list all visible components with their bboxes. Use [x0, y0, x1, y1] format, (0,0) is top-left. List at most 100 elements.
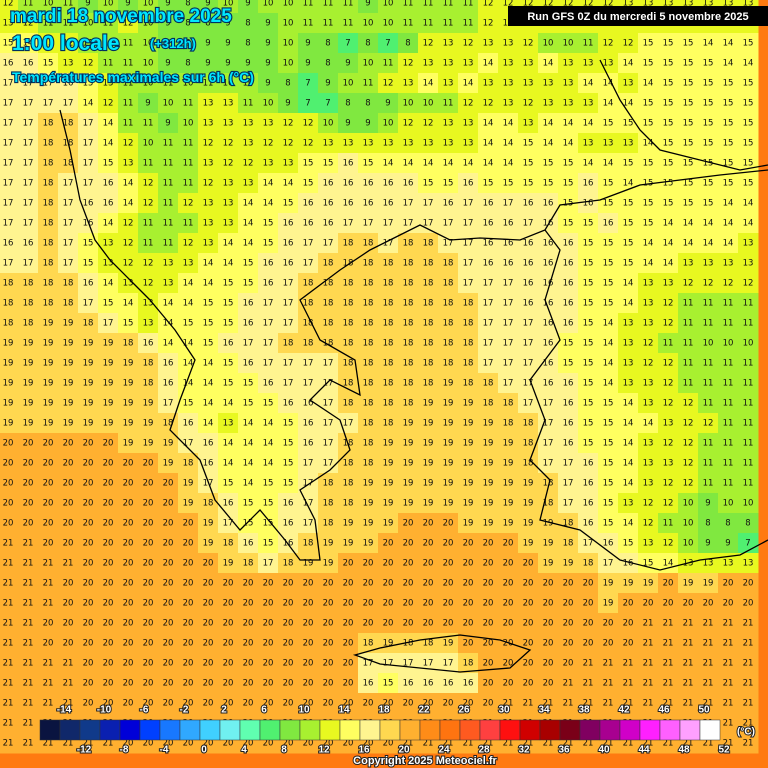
cell-value: 10 — [383, 119, 394, 129]
cell-value: 18 — [43, 219, 54, 229]
cell — [318, 413, 339, 434]
cell-value: 15 — [683, 79, 694, 89]
cell — [218, 353, 239, 374]
cell-value: 7 — [345, 39, 350, 49]
cell — [78, 333, 99, 354]
cell-value: 20 — [103, 539, 114, 549]
cell-value: 20 — [423, 619, 434, 629]
cell — [378, 353, 399, 374]
cell — [258, 333, 279, 354]
cell — [538, 33, 559, 54]
cell-value: 9 — [165, 59, 170, 69]
cell-value: 16 — [483, 239, 494, 249]
cell — [638, 233, 659, 254]
cell-value: 12 — [483, 19, 494, 29]
cell-value: 17 — [3, 199, 14, 209]
cell-value: 20 — [103, 559, 114, 569]
cell-value: 20 — [83, 599, 94, 609]
cell — [738, 373, 759, 394]
cell — [438, 413, 459, 434]
cell — [438, 213, 459, 234]
cell — [458, 93, 479, 114]
cell — [178, 113, 199, 134]
cell — [698, 73, 719, 94]
cell — [618, 93, 639, 114]
cell-value: 15 — [663, 79, 674, 89]
cell-value: 14 — [563, 139, 574, 149]
cell — [338, 193, 359, 214]
cell-value: 15 — [603, 299, 614, 309]
cell-value: 16 — [503, 259, 514, 269]
cell-value: 11 — [703, 399, 714, 409]
cell — [78, 273, 99, 294]
cell-value: 14 — [483, 159, 494, 169]
cell-value: 14 — [543, 139, 554, 149]
cell — [598, 93, 619, 114]
cell-value: 21 — [703, 659, 714, 669]
cell-value: 15 — [603, 259, 614, 269]
cell-value: 21 — [23, 699, 34, 709]
cell-value: 19 — [463, 439, 474, 449]
cell-value: 11 — [243, 99, 254, 109]
cell-value: 13 — [123, 159, 134, 169]
cell-value: 13 — [163, 279, 174, 289]
cell-value: 15 — [663, 39, 674, 49]
cell-value: 21 — [683, 619, 694, 629]
cell-value: 13 — [723, 559, 734, 569]
swatch — [139, 719, 161, 741]
cell — [498, 413, 519, 434]
swatch — [539, 719, 561, 741]
cell-value: 20 — [483, 679, 494, 689]
cell-value: 17 — [283, 299, 294, 309]
cell-value: 13 — [243, 139, 254, 149]
cell-value: 18 — [343, 359, 354, 369]
cell — [0, 113, 19, 134]
cell — [678, 193, 699, 214]
cell-value: 21 — [563, 699, 574, 709]
cell — [38, 333, 59, 354]
cell-value: 20 — [723, 599, 734, 609]
colorbar-label: 30 — [498, 705, 510, 716]
cell-value: 13 — [623, 319, 634, 329]
cell-value: 13 — [443, 39, 454, 49]
cell — [718, 273, 739, 294]
cell-value: 19 — [463, 499, 474, 509]
cell — [698, 253, 719, 274]
cell — [378, 93, 399, 114]
cell — [438, 113, 459, 134]
cell-value: 11 — [163, 179, 174, 189]
cell-value: 17 — [323, 359, 334, 369]
cell-value: 19 — [383, 459, 394, 469]
cell-value: 14 — [243, 479, 254, 489]
cell-value: 9 — [365, 0, 370, 9]
cell-value: 9 — [345, 59, 350, 69]
cell-value: 21 — [663, 679, 674, 689]
cell-value: 14 — [263, 179, 274, 189]
cell-value: 16 — [343, 159, 354, 169]
cell-value: 14 — [243, 199, 254, 209]
cell-value: 12 — [223, 139, 234, 149]
cell-value: 18 — [403, 339, 414, 349]
cell-value: 11 — [683, 339, 694, 349]
cell — [378, 113, 399, 134]
cell — [158, 33, 179, 54]
cell-value: 15 — [203, 299, 214, 309]
cell — [578, 373, 599, 394]
cell-value: 10 — [283, 19, 294, 29]
cell-value: 13 — [223, 199, 234, 209]
cell-value: 7 — [385, 39, 390, 49]
cell — [358, 433, 379, 454]
cell-value: 13 — [203, 219, 214, 229]
cell-value: 20 — [663, 599, 674, 609]
cell — [398, 273, 419, 294]
cell-value: 16 — [483, 259, 494, 269]
cell-value: 20 — [143, 559, 154, 569]
cell — [118, 433, 139, 454]
cell-value: 21 — [683, 699, 694, 709]
cell — [498, 73, 519, 94]
cell-value: 20 — [283, 699, 294, 709]
cell-value: 20 — [323, 639, 334, 649]
cell-value: 18 — [423, 239, 434, 249]
copyright: Copyright 2025 Meteociel.fr — [353, 755, 497, 767]
cell — [318, 33, 339, 54]
